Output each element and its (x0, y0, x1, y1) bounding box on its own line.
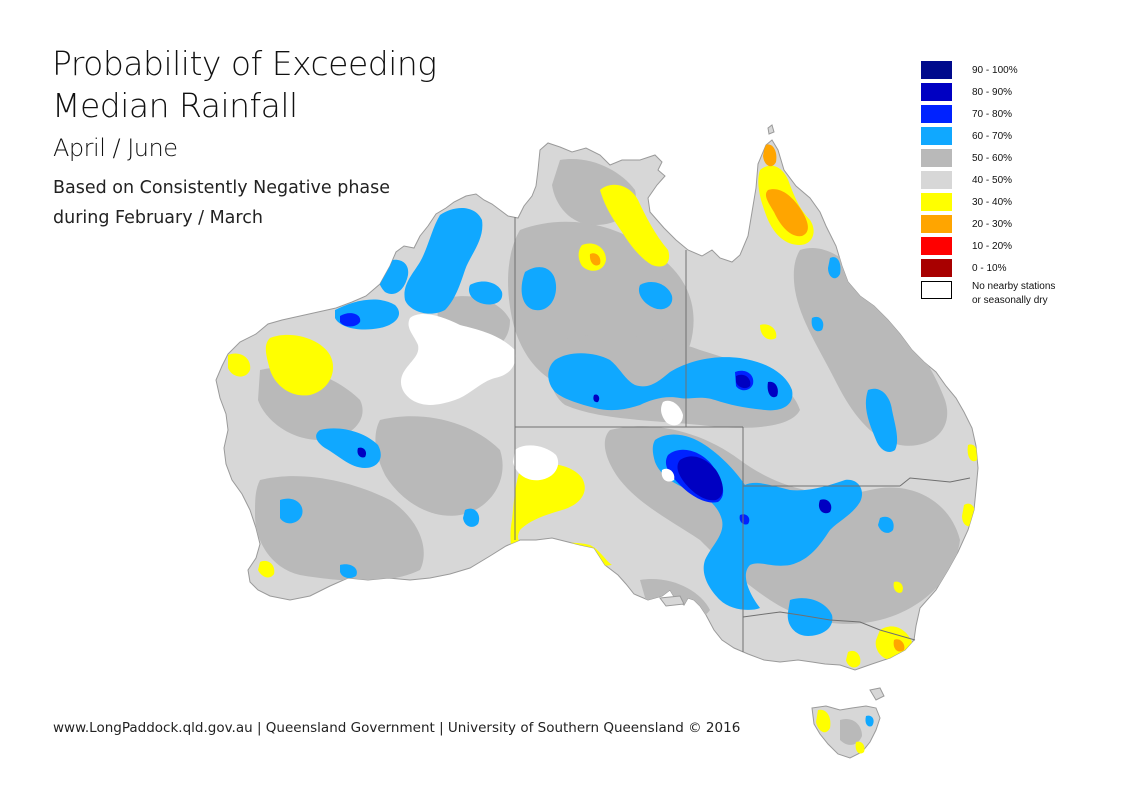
footer-credits: www.LongPaddock.qld.gov.au | Queensland … (53, 720, 741, 736)
legend-item: 60 - 70% (921, 127, 1111, 149)
legend-label: 90 - 100% (972, 65, 1018, 76)
legend: 90 - 100% 80 - 90% 70 - 80% 60 - 70% 50 - 60… (921, 61, 1111, 306)
legend-label: 20 - 30% (972, 219, 1013, 230)
legend-swatch (921, 61, 952, 79)
islands (659, 124, 885, 701)
legend-swatch (921, 281, 952, 299)
tasmania (811, 705, 881, 759)
legend-item: 10 - 20% (921, 237, 1111, 259)
legend-item: 40 - 50% (921, 171, 1111, 193)
legend-label: 40 - 50% (972, 175, 1013, 186)
legend-item: 70 - 80% (921, 105, 1111, 127)
legend-swatch (921, 83, 952, 101)
legend-item: 90 - 100% (921, 61, 1111, 83)
legend-label: 50 - 60% (972, 153, 1013, 164)
legend-swatch (921, 171, 952, 189)
period-subtitle: April / June (53, 134, 178, 162)
legend-swatch (921, 127, 952, 145)
zones-no-data (400, 314, 683, 482)
description-line-1: Based on Consistently Negative phase (53, 178, 391, 198)
legend-label-line-2: or seasonally dry (972, 295, 1048, 306)
zones-80-90 (357, 374, 832, 514)
legend-label: 80 - 90% (972, 87, 1013, 98)
legend-item: 50 - 60% (921, 149, 1111, 171)
legend-item: 30 - 40% (921, 193, 1111, 215)
legend-label: 70 - 80% (972, 109, 1013, 120)
legend-label: No nearby stations or seasonally dry (972, 281, 1056, 306)
legend-swatch (921, 259, 952, 277)
title-line-1: Probability of Exceeding (52, 44, 437, 83)
description-line-2: during February / March (53, 208, 263, 228)
legend-item: 80 - 90% (921, 83, 1111, 105)
legend-label: 60 - 70% (972, 131, 1013, 142)
legend-item: 0 - 10% (921, 259, 1111, 281)
legend-swatch (921, 193, 952, 211)
legend-label: 0 - 10% (972, 263, 1007, 274)
zones-20-30 (589, 144, 905, 652)
legend-swatch (921, 237, 952, 255)
legend-swatch (921, 149, 952, 167)
legend-item: No nearby stations or seasonally dry (921, 281, 1111, 306)
legend-swatch (921, 215, 952, 233)
legend-label: 10 - 20% (972, 241, 1013, 252)
state-borders (514, 217, 971, 652)
title-line-2: Median Rainfall (52, 86, 298, 125)
legend-swatch (921, 105, 952, 123)
legend-item: 20 - 30% (921, 215, 1111, 237)
legend-label: 30 - 40% (972, 197, 1013, 208)
